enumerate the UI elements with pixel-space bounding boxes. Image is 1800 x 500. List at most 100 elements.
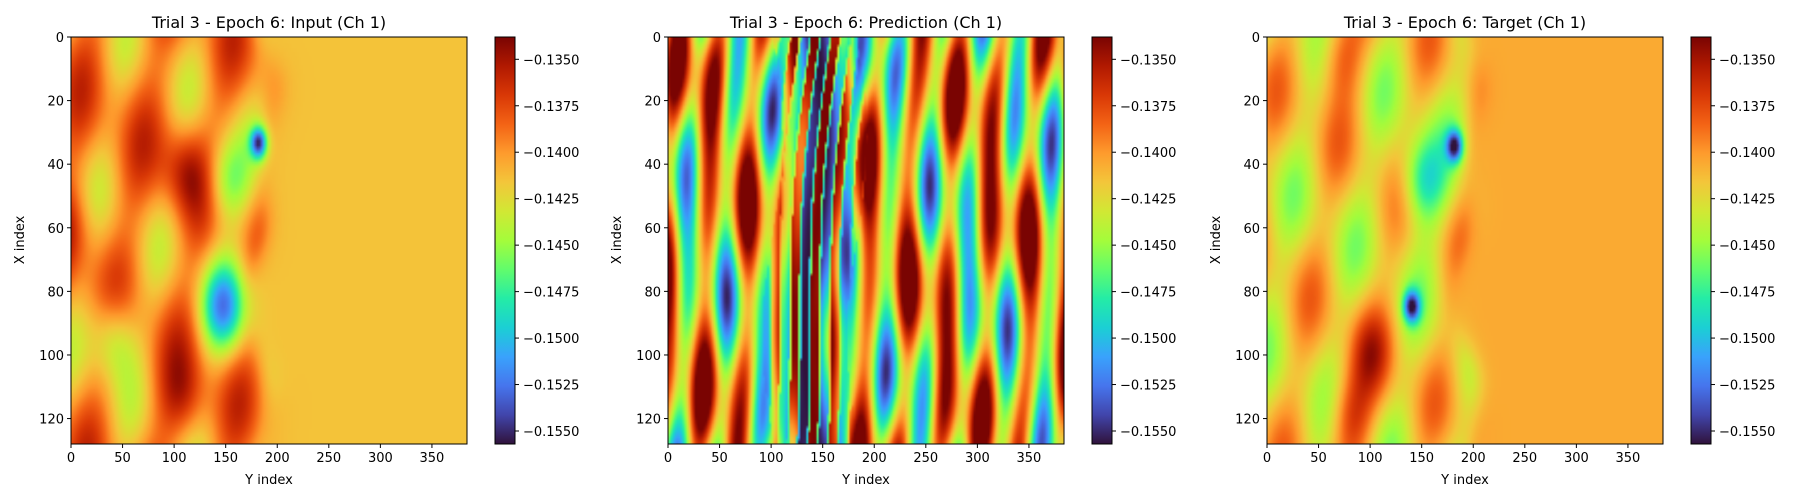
- heatmap-area: [71, 37, 467, 444]
- y-tick-label: 80: [1243, 285, 1260, 300]
- colorbar-tick-label: −0.1350: [1120, 53, 1176, 68]
- colorbar-tick-label: −0.1425: [523, 193, 579, 208]
- y-axis-ticks: 0 20 40 60 80 100 120: [1235, 31, 1267, 428]
- colorbar-tick-label: −0.1525: [1120, 379, 1176, 394]
- x-tick-label: 150: [1409, 451, 1434, 466]
- y-tick-label: 80: [644, 285, 661, 300]
- y-tick-label: 100: [636, 349, 661, 364]
- x-axis-ticks: 0 50 100 150 200 250 300 350: [1263, 444, 1640, 466]
- y-tick-label: 60: [47, 222, 64, 237]
- y-tick-label: 80: [47, 285, 64, 300]
- x-tick-label: 250: [316, 451, 341, 466]
- y-axis-label: X index: [13, 215, 28, 264]
- x-tick-label: 350: [1616, 451, 1641, 466]
- x-tick-label: 100: [759, 451, 784, 466]
- y-tick-label: 120: [1235, 413, 1260, 428]
- y-tick-label: 40: [1243, 158, 1260, 173]
- chart-panel-prediction: Trial 3 - Epoch 6: Prediction (Ch 1) 0 50…: [610, 13, 1176, 488]
- x-tick-label: 50: [1310, 451, 1327, 466]
- y-axis-ticks: 0 20 40 60 80 100 120: [39, 31, 71, 428]
- heatmap-area: [668, 37, 1064, 444]
- chart-panel-input: Trial 3 - Epoch 6: Input (Ch 1) 0 50 100 15…: [13, 13, 579, 488]
- colorbar: [494, 36, 516, 445]
- colorbar-tick-label: −0.1400: [1719, 146, 1775, 161]
- y-tick-label: 20: [47, 95, 64, 110]
- x-axis-ticks: 0 50 100 150 200 250 300 350: [67, 444, 444, 466]
- colorbar-tick-label: −0.1550: [523, 425, 579, 440]
- colorbar-tick-label: −0.1500: [1719, 332, 1775, 347]
- x-tick-label: 150: [810, 451, 835, 466]
- x-tick-label: 0: [1263, 451, 1271, 466]
- y-tick-label: 60: [1243, 222, 1260, 237]
- colorbar-ticks: −0.1350 −0.1375 −0.1400 −0.1425 −0.1450 −0.14…: [515, 53, 579, 440]
- y-tick-label: 20: [644, 95, 661, 110]
- y-tick-label: 100: [1235, 349, 1260, 364]
- y-tick-label: 100: [39, 349, 64, 364]
- heatmap-area: [1267, 37, 1663, 444]
- colorbar-tick-label: −0.1450: [1719, 239, 1775, 254]
- colorbar-tick-label: −0.1475: [1719, 286, 1775, 301]
- y-tick-label: 0: [653, 31, 661, 46]
- x-axis-label: Y index: [841, 473, 890, 488]
- x-axis-label: Y index: [244, 473, 293, 488]
- colorbar-tick-label: −0.1450: [523, 239, 579, 254]
- heatmap-image: [71, 37, 467, 444]
- x-tick-label: 200: [862, 451, 887, 466]
- colorbar-tick-label: −0.1375: [1120, 100, 1176, 115]
- chart-title: Trial 3 - Epoch 6: Target (Ch 1): [1343, 13, 1586, 32]
- x-tick-label: 300: [1564, 451, 1589, 466]
- y-tick-label: 40: [47, 158, 64, 173]
- plot-frame: [70, 36, 468, 445]
- x-tick-label: 350: [420, 451, 445, 466]
- x-tick-label: 300: [368, 451, 393, 466]
- x-tick-label: 0: [67, 451, 75, 466]
- colorbar-tick-label: −0.1550: [1120, 425, 1176, 440]
- y-tick-label: 120: [636, 413, 661, 428]
- plot-frame: [667, 36, 1065, 445]
- colorbar-tick-label: −0.1475: [1120, 286, 1176, 301]
- x-tick-label: 200: [265, 451, 290, 466]
- colorbar-tick-label: −0.1525: [1719, 379, 1775, 394]
- y-tick-label: 40: [644, 158, 661, 173]
- colorbar: [1091, 36, 1113, 445]
- x-tick-label: 150: [213, 451, 238, 466]
- y-tick-label: 0: [1252, 31, 1260, 46]
- colorbar-tick-label: −0.1400: [1120, 146, 1176, 161]
- y-tick-label: 60: [644, 222, 661, 237]
- x-tick-label: 0: [664, 451, 672, 466]
- colorbar-tick-label: −0.1350: [1719, 53, 1775, 68]
- x-tick-label: 100: [1358, 451, 1383, 466]
- x-tick-label: 50: [114, 451, 131, 466]
- y-axis-label: X index: [610, 215, 625, 264]
- colorbar-tick-label: −0.1550: [1719, 425, 1775, 440]
- colorbar-tick-label: −0.1425: [1120, 193, 1176, 208]
- colorbar-ticks: −0.1350 −0.1375 −0.1400 −0.1425 −0.1450 −0.14…: [1711, 53, 1775, 440]
- colorbar-tick-label: −0.1375: [523, 100, 579, 115]
- colorbar-ticks: −0.1350 −0.1375 −0.1400 −0.1425 −0.1450 −0.14…: [1112, 53, 1176, 440]
- colorbar-tick-label: −0.1500: [1120, 332, 1176, 347]
- plot-frame: [1266, 36, 1664, 445]
- x-axis-ticks: 0 50 100 150 200 250 300 350: [664, 444, 1041, 466]
- x-tick-label: 350: [1017, 451, 1042, 466]
- colorbar-tick-label: −0.1450: [1120, 239, 1176, 254]
- x-tick-label: 250: [913, 451, 938, 466]
- y-tick-label: 0: [56, 31, 64, 46]
- x-tick-label: 200: [1461, 451, 1486, 466]
- colorbar-tick-label: −0.1425: [1719, 193, 1775, 208]
- colorbar-tick-label: −0.1350: [523, 53, 579, 68]
- chart-title: Trial 3 - Epoch 6: Input (Ch 1): [151, 13, 386, 32]
- heatmap-image: [1267, 37, 1663, 444]
- x-tick-label: 250: [1512, 451, 1537, 466]
- y-tick-label: 120: [39, 413, 64, 428]
- colorbar-tick-label: −0.1525: [523, 379, 579, 394]
- y-axis-label: X index: [1209, 215, 1224, 264]
- x-axis-label: Y index: [1440, 473, 1489, 488]
- colorbar: [1690, 36, 1712, 445]
- colorbar-tick-label: −0.1375: [1719, 100, 1775, 115]
- y-axis-ticks: 0 20 40 60 80 100 120: [636, 31, 668, 428]
- chart-title: Trial 3 - Epoch 6: Prediction (Ch 1): [729, 13, 1002, 32]
- y-tick-label: 20: [1243, 95, 1260, 110]
- heatmap-image: [668, 37, 1064, 444]
- colorbar-tick-label: −0.1475: [523, 286, 579, 301]
